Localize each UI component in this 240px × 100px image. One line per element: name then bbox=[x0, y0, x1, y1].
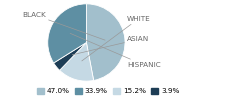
Text: ASIAN: ASIAN bbox=[72, 36, 149, 55]
Wedge shape bbox=[54, 42, 86, 70]
Text: WHITE: WHITE bbox=[82, 16, 151, 61]
Wedge shape bbox=[48, 4, 86, 63]
Text: BLACK: BLACK bbox=[22, 12, 105, 40]
Legend: 47.0%, 33.9%, 15.2%, 3.9%: 47.0%, 33.9%, 15.2%, 3.9% bbox=[34, 85, 182, 97]
Text: HISPANIC: HISPANIC bbox=[70, 33, 161, 68]
Wedge shape bbox=[60, 42, 94, 81]
Wedge shape bbox=[86, 4, 125, 80]
